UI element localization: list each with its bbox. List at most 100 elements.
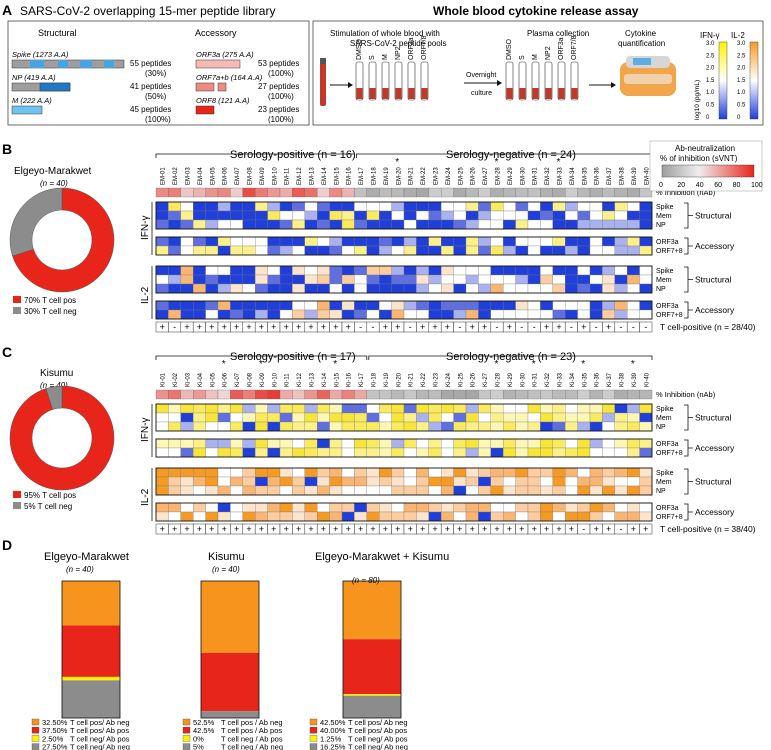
spike-bar <box>11 59 125 69</box>
row-label: NP <box>656 488 666 495</box>
plasma-tube-label: ORF7/8 <box>571 35 578 60</box>
heatmap-group-border <box>155 467 653 496</box>
il2-cell <box>503 309 516 320</box>
il2-cell <box>627 265 640 276</box>
accessory-heading: Accessory <box>195 28 237 38</box>
tcell-sign: + <box>494 524 499 534</box>
il2-cell <box>242 485 256 496</box>
group-bracket <box>684 503 693 521</box>
ifn-cell <box>515 219 529 230</box>
il2-cell <box>304 511 318 522</box>
ifn-cell <box>602 438 615 449</box>
ifn-cell <box>602 236 615 247</box>
inhibition-cell <box>403 187 417 198</box>
il2-cell <box>602 283 615 294</box>
il2-cell <box>317 300 330 311</box>
ifn-cell <box>503 421 516 432</box>
il2-cell <box>478 300 491 311</box>
ifn-tick: 1.0 <box>706 90 715 96</box>
legend-swatch <box>309 743 318 750</box>
legend-swatch <box>309 718 318 726</box>
tcell-sign: + <box>259 524 264 534</box>
ifn-cell <box>180 403 194 414</box>
il2-cell <box>168 467 181 478</box>
tcell-sign: - <box>644 322 647 332</box>
tcell-sign: - <box>582 524 585 534</box>
il2-cell <box>565 476 578 487</box>
sample-id: EM-30 <box>520 167 526 185</box>
ifn-cell <box>354 236 367 247</box>
il2-cell <box>366 265 380 276</box>
ifn-cell <box>267 412 281 423</box>
inhibition-cell <box>403 389 417 400</box>
row-label: Mem <box>656 415 672 422</box>
legend-label: T cell pos/ Ab neg <box>348 718 407 727</box>
sample-id: EM-08 <box>248 167 254 185</box>
ifn-cell <box>552 403 566 414</box>
inhibition-cell <box>428 389 442 400</box>
ifn-tick: 0 <box>706 115 710 121</box>
tcell-sign: + <box>184 524 189 534</box>
ifn-cell <box>155 210 169 221</box>
il2-cell <box>403 309 417 320</box>
il2-cell <box>391 265 405 276</box>
tcell-sign: + <box>296 524 301 534</box>
ifn-cell <box>217 447 231 458</box>
ifn-cell <box>304 210 318 221</box>
il2-cell <box>503 511 516 522</box>
stim-tube-fill <box>356 88 363 99</box>
il2-cell <box>589 283 603 294</box>
ifn-cell <box>416 447 429 458</box>
il2-cell <box>441 265 454 276</box>
plasma-tube-fill <box>506 88 513 99</box>
ifn-cell <box>193 438 206 449</box>
ifn-cell <box>416 236 429 247</box>
ifn-cell <box>267 438 281 449</box>
inhibition-cell <box>279 389 293 400</box>
tcell-sign: + <box>383 322 388 332</box>
ifn-cell <box>453 245 467 256</box>
ifn-cell <box>379 421 392 432</box>
il2-cell <box>515 265 529 276</box>
il2-cell <box>552 274 566 285</box>
spike-peptides: 55 peptides <box>130 59 171 68</box>
inhibition-cell <box>441 187 454 198</box>
sample-id: Ki-29 <box>508 372 514 387</box>
ifn-cell <box>453 447 467 458</box>
ifn-cell <box>639 438 653 449</box>
inhibition-cell <box>267 389 281 400</box>
il2-cell <box>180 283 194 294</box>
il2-cell <box>267 309 281 320</box>
tcell-sign: - <box>359 322 362 332</box>
tcell-sign: + <box>321 322 326 332</box>
ifn-cell <box>168 438 181 449</box>
sample-id: EM-24 <box>446 167 452 185</box>
ifn-cell <box>552 438 566 449</box>
tcell-sign: - <box>533 322 536 332</box>
il2-cell <box>577 300 591 311</box>
il2-cell <box>304 274 318 285</box>
ifn-cell <box>577 210 591 221</box>
il2-cell <box>279 283 293 294</box>
sample-id: EM-25 <box>458 167 464 185</box>
ab-tick: 0 <box>659 182 663 189</box>
il2-cell <box>403 467 417 478</box>
ifn-cell <box>217 236 231 247</box>
inhibition-cell <box>379 389 392 400</box>
sample-id: EM-01 <box>161 167 167 185</box>
sample-id: Ki-35 <box>582 372 588 387</box>
inhibition-label: % Inhibition (nAb) <box>656 188 716 197</box>
inhibition-cell <box>589 389 603 400</box>
ifn-cell <box>317 403 330 414</box>
ifn-cell <box>279 210 293 221</box>
il2-cell <box>503 265 516 276</box>
ifn-cell <box>341 236 355 247</box>
il2-cell <box>379 309 392 320</box>
ifn-cell <box>577 447 591 458</box>
il2-cell <box>515 502 529 513</box>
il2-cell <box>205 467 219 478</box>
il2-cell <box>589 309 603 320</box>
inhibition-cell <box>341 389 355 400</box>
ab-tick: 100 <box>751 182 763 189</box>
ifn-cell <box>416 201 429 212</box>
